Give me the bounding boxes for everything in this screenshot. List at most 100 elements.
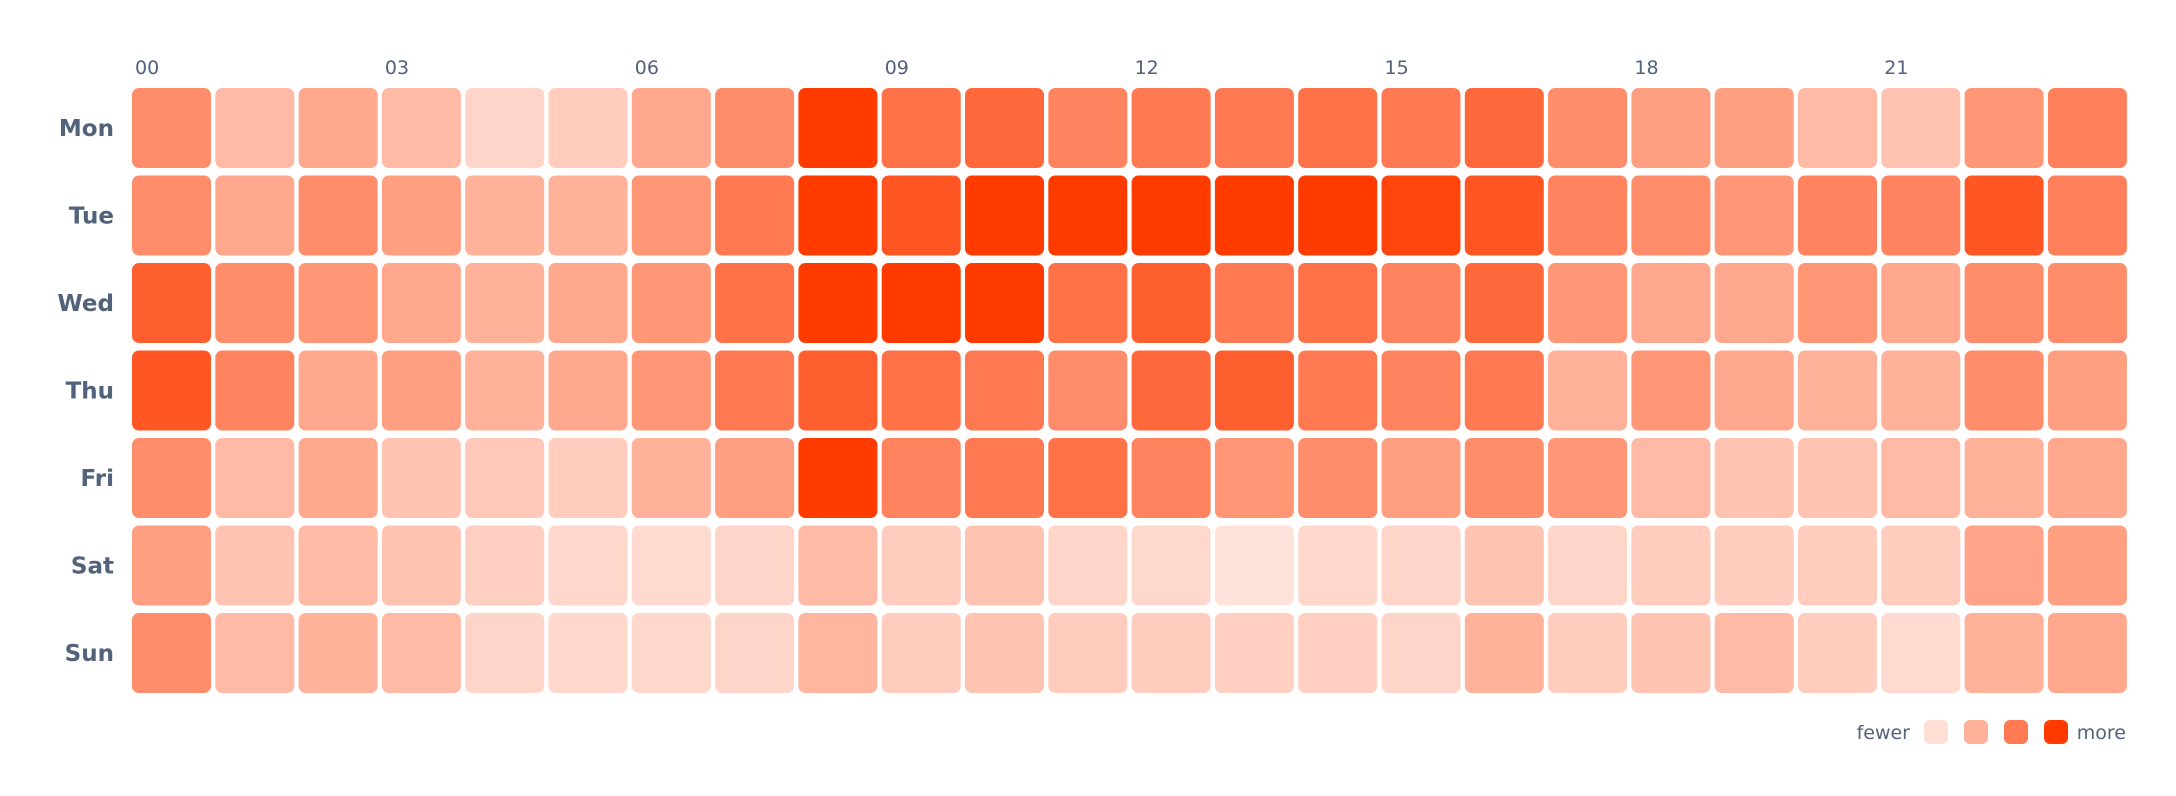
heatmap-cell: Mon 07: 0.55: [715, 88, 795, 168]
heatmap-cell: Fri 09: 0.6: [881, 438, 961, 518]
heatmap-cell: Tue 14: 1: [1298, 175, 1378, 256]
heatmap-cell: Wed 14: 0.7: [1298, 263, 1378, 343]
heatmap-cell: Fri 23: 0.4: [2047, 438, 2127, 518]
heatmap-cell: Tue 21: 0.6: [1881, 175, 1961, 256]
heatmap-cell: Mon 16: 0.75: [1464, 88, 1544, 168]
heatmap-cell: Fri 06: 0.35: [631, 438, 711, 518]
heatmap-cell: Mon 15: 0.65: [1381, 88, 1461, 168]
heatmap-cell: Sun 02: 0.35: [298, 613, 378, 693]
heatmap-cell: Fri 13: 0.5: [1214, 438, 1294, 518]
heatmap-cell: Tue 06: 0.5: [631, 175, 711, 256]
heatmap-cell: Sat 09: 0.2: [881, 525, 961, 606]
heatmap-cell: Mon 14: 0.7: [1298, 88, 1378, 168]
heatmap-cell: Wed 15: 0.6: [1381, 263, 1461, 343]
day-label: Mon: [59, 116, 114, 142]
heatmap-cell: Fri 04: 0.22: [465, 438, 545, 518]
heatmap-cell: Fri 20: 0.25: [1798, 438, 1877, 518]
heatmap-cell: Thu 18: 0.5: [1631, 350, 1711, 431]
heatmap-cell: Wed 02: 0.5: [298, 263, 378, 343]
heatmap-cell: Mon 09: 0.7: [881, 88, 961, 168]
heatmap-cell: Mon 02: 0.4: [298, 88, 378, 168]
heatmap-cell: Sat 14: 0.14: [1298, 525, 1378, 606]
heatmap-cell: Tue 22: 0.85: [1964, 175, 2044, 256]
heatmap-cell: Mon 19: 0.45: [1714, 88, 1794, 168]
heatmap-cell: Thu 02: 0.4: [298, 350, 378, 431]
heatmap-cell: Wed 04: 0.35: [465, 263, 545, 343]
heatmap-cell: Mon 13: 0.65: [1214, 88, 1294, 168]
heatmap-cell: Tue 15: 0.95: [1381, 175, 1461, 256]
heatmap-cell: Sat 19: 0.2: [1714, 525, 1794, 606]
heatmap-cell: Mon 01: 0.3: [215, 88, 295, 168]
day-label: Sat: [71, 554, 114, 580]
legend-high-label: more: [2077, 722, 2126, 744]
heatmap-cell: Wed 07: 0.7: [715, 263, 795, 343]
heatmap-cell: Mon 12: 0.65: [1131, 88, 1211, 168]
heatmap-cell: Thu 13: 0.8: [1214, 350, 1294, 431]
heatmap-cell: Sat 12: 0.13: [1131, 525, 1211, 606]
heatmap-cell: Tue 17: 0.6: [1548, 175, 1628, 256]
heatmap-cell: Wed 21: 0.4: [1881, 263, 1961, 343]
heatmap-cell: Mon 17: 0.55: [1548, 88, 1628, 168]
heatmap-cell: Wed 23: 0.55: [2047, 263, 2127, 343]
heatmap-cell: Wed 11: 0.7: [1048, 263, 1128, 343]
heatmap-cell: Thu 20: 0.35: [1798, 350, 1877, 431]
heatmap-cell: Wed 00: 0.8: [132, 263, 211, 343]
heatmap-cell: Sun 12: 0.2: [1131, 613, 1211, 693]
heatmap-cell: Tue 18: 0.55: [1631, 175, 1711, 256]
heatmap-cell: Sun 15: 0.15: [1381, 613, 1461, 693]
heatmap-cell: Sun 18: 0.25: [1631, 613, 1711, 693]
heatmap-cell: Sat 04: 0.18: [465, 525, 545, 606]
heatmap-cell: Wed 09: 1: [881, 263, 961, 343]
heatmap-cell: Sat 20: 0.2: [1798, 525, 1877, 606]
heatmap-cell: Thu 06: 0.5: [631, 350, 711, 431]
heatmap-cell: Thu 07: 0.65: [715, 350, 795, 431]
heatmap-cell: Tue 09: 0.85: [881, 175, 961, 256]
hour-tick-label: 06: [635, 57, 659, 79]
heatmap-cell: Sun 06: 0.14: [631, 613, 711, 693]
heatmap-cell: Thu 19: 0.4: [1714, 350, 1794, 431]
heatmap-cell: Tue 12: 1: [1131, 175, 1211, 256]
heatmap-cell: Wed 19: 0.4: [1714, 263, 1794, 343]
heatmap-cell: Thu 22: 0.55: [1964, 350, 2044, 431]
heatmap-cell: Thu 15: 0.6: [1381, 350, 1461, 431]
heatmap-cell: Mon 06: 0.4: [631, 88, 711, 168]
heatmap-cell: Sat 23: 0.45: [2047, 525, 2127, 606]
heatmap-cell: Fri 14: 0.55: [1298, 438, 1378, 518]
heatmap-cell: Wed 05: 0.4: [548, 263, 628, 343]
legend-low-label: fewer: [1857, 722, 1911, 744]
heatmap-cell: Sun 22: 0.35: [1964, 613, 2044, 693]
heatmap-cell: Mon 22: 0.5: [1964, 88, 2044, 168]
heatmap-cell: Fri 22: 0.35: [1964, 438, 2044, 518]
heatmap-cell: Fri 21: 0.3: [1881, 438, 1961, 518]
heatmap-cell: Mon 20: 0.3: [1798, 88, 1877, 168]
heatmap-cell: Sat 03: 0.25: [381, 525, 461, 606]
heatmap-cell: Sat 06: 0.12: [631, 525, 711, 606]
heatmap-cell: Wed 22: 0.55: [1964, 263, 2044, 343]
heatmap-cell: Sun 05: 0.14: [548, 613, 628, 693]
heatmap-cell: Thu 16: 0.65: [1464, 350, 1544, 431]
heatmap-cell: Mon 18: 0.45: [1631, 88, 1711, 168]
heatmap-cell: Sun 14: 0.18: [1298, 613, 1378, 693]
heatmap-cell: Tue 20: 0.6: [1798, 175, 1877, 256]
heatmap-cell: Sun 04: 0.15: [465, 613, 545, 693]
heatmap-cell: Sun 20: 0.2: [1798, 613, 1877, 693]
heatmap-cell: Thu 17: 0.35: [1548, 350, 1628, 431]
heatmap-cell: Fri 02: 0.4: [298, 438, 378, 518]
hour-tick-label: 00: [135, 57, 159, 79]
heatmap-cell: Sat 15: 0.15: [1381, 525, 1461, 606]
heatmap-cell: Wed 13: 0.65: [1214, 263, 1294, 343]
heatmap-cell: Sat 18: 0.2: [1631, 525, 1711, 606]
hour-tick-label: 09: [885, 57, 909, 79]
heatmap-cell: Wed 18: 0.4: [1631, 263, 1711, 343]
heatmap-cell: Mon 11: 0.6: [1048, 88, 1128, 168]
heatmap-cell: Tue 11: 1: [1048, 175, 1128, 256]
legend-swatch: [1924, 720, 1948, 744]
heatmap-cell: Wed 17: 0.5: [1548, 263, 1628, 343]
heatmap-cell: Thu 21: 0.35: [1881, 350, 1961, 431]
heatmap-cell: Sun 01: 0.3: [215, 613, 295, 693]
heatmap-cell: Wed 10: 1: [965, 263, 1044, 343]
heatmap-cell: Mon 23: 0.62: [2047, 88, 2127, 168]
heatmap-cell: Fri 12: 0.6: [1131, 438, 1211, 518]
heatmap-cell: Thu 05: 0.4: [548, 350, 628, 431]
